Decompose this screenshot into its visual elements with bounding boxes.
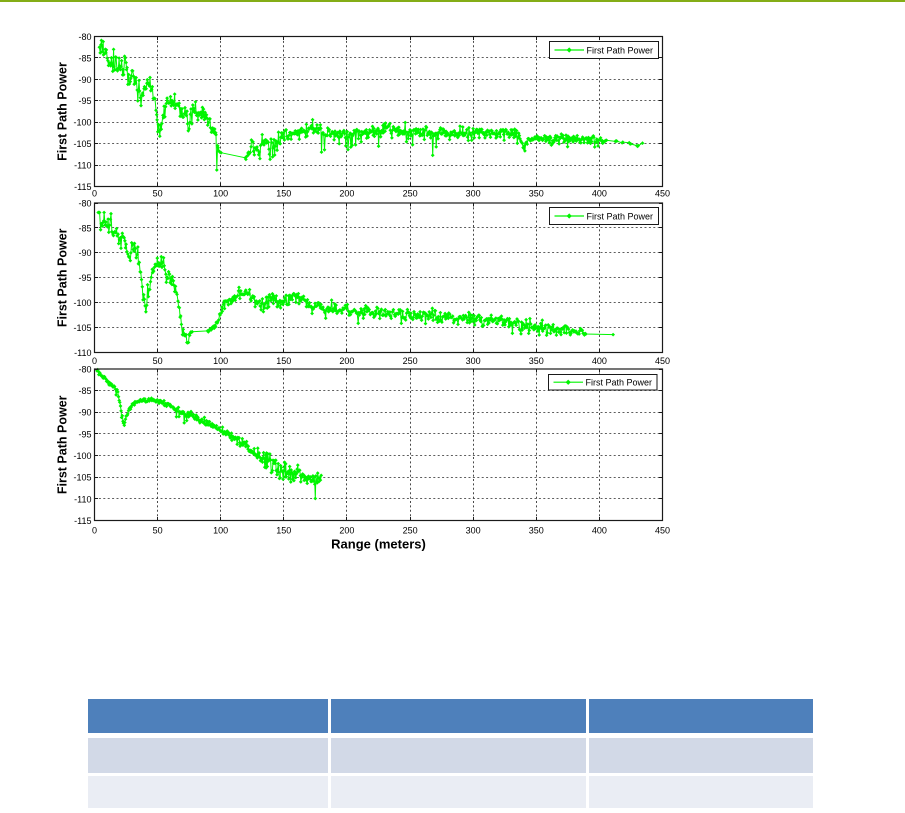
- svg-text:-115: -115: [74, 516, 91, 526]
- svg-text:450: 450: [655, 356, 670, 366]
- svg-text:-85: -85: [78, 386, 91, 396]
- svg-text:350: 350: [529, 526, 544, 536]
- svg-text:-85: -85: [78, 223, 91, 233]
- svg-text:300: 300: [466, 526, 481, 536]
- svg-text:250: 250: [403, 526, 418, 536]
- svg-text:-95: -95: [78, 429, 91, 439]
- svg-text:-100: -100: [73, 451, 91, 461]
- svg-text:350: 350: [529, 356, 544, 366]
- svg-text:-80: -80: [78, 198, 91, 208]
- svg-text:First Path Power: First Path Power: [586, 378, 653, 388]
- svg-text:100: 100: [213, 356, 228, 366]
- svg-text:250: 250: [403, 189, 418, 199]
- svg-text:200: 200: [339, 189, 354, 199]
- svg-text:300: 300: [466, 356, 481, 366]
- svg-text:First Path Power: First Path Power: [56, 395, 70, 494]
- svg-text:200: 200: [339, 356, 354, 366]
- svg-text:50: 50: [153, 356, 163, 366]
- svg-text:First Path Power: First Path Power: [56, 62, 70, 161]
- svg-text:350: 350: [529, 189, 544, 199]
- svg-text:150: 150: [276, 526, 291, 536]
- svg-text:-115: -115: [74, 182, 91, 192]
- svg-text:-90: -90: [78, 75, 91, 85]
- svg-text:50: 50: [153, 189, 163, 199]
- svg-text:-90: -90: [78, 408, 91, 418]
- svg-text:300: 300: [466, 189, 481, 199]
- svg-text:First Path Power: First Path Power: [587, 45, 654, 55]
- svg-text:0: 0: [92, 356, 97, 366]
- svg-text:First Path Power: First Path Power: [56, 228, 70, 327]
- svg-text:First Path Power: First Path Power: [587, 211, 654, 221]
- svg-text:0: 0: [92, 526, 97, 536]
- svg-text:-105: -105: [73, 323, 91, 333]
- svg-text:0: 0: [92, 189, 97, 199]
- svg-text:100: 100: [213, 189, 228, 199]
- svg-text:-105: -105: [73, 139, 91, 149]
- svg-text:100: 100: [213, 526, 228, 536]
- svg-text:-110: -110: [74, 161, 91, 171]
- svg-text:Range (meters): Range (meters): [331, 537, 426, 552]
- svg-text:-90: -90: [78, 248, 91, 258]
- svg-text:-105: -105: [73, 473, 91, 483]
- svg-text:250: 250: [403, 356, 418, 366]
- svg-text:-95: -95: [78, 273, 91, 283]
- svg-text:200: 200: [339, 526, 354, 536]
- svg-text:-100: -100: [73, 298, 91, 308]
- svg-text:400: 400: [592, 526, 607, 536]
- svg-text:150: 150: [276, 189, 291, 199]
- svg-text:450: 450: [655, 189, 670, 199]
- svg-text:150: 150: [276, 356, 291, 366]
- svg-text:-80: -80: [78, 32, 91, 42]
- svg-text:-95: -95: [78, 96, 91, 106]
- svg-text:-80: -80: [78, 364, 91, 374]
- svg-text:-110: -110: [74, 348, 91, 358]
- svg-text:450: 450: [655, 526, 670, 536]
- svg-text:400: 400: [592, 189, 607, 199]
- svg-text:400: 400: [592, 356, 607, 366]
- svg-text:50: 50: [153, 526, 163, 536]
- svg-text:-85: -85: [78, 53, 91, 63]
- svg-text:-100: -100: [73, 118, 91, 128]
- svg-text:-110: -110: [74, 494, 91, 504]
